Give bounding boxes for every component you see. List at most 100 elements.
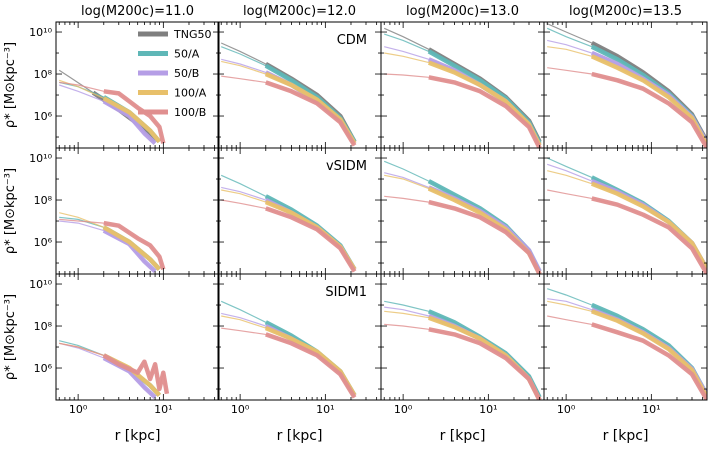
panels-layer [58, 23, 707, 400]
column-title-2: log(M200c)=13.0 [406, 4, 519, 19]
legend-label-tng50: TNG50 [173, 28, 211, 41]
profile-50-b-thick [427, 313, 542, 400]
profile-50-b-thick [264, 323, 357, 397]
y-tick-label-0-6: 10⁶ [34, 110, 53, 123]
profile-50-b-thin [384, 306, 541, 400]
y-tick-label-1-10: 10¹⁰ [29, 152, 52, 165]
column-title-0: log(M200c)=11.0 [81, 4, 194, 19]
row-label-sidm1: SIDM1 [325, 285, 367, 300]
profile-100-a-thick [102, 225, 162, 271]
profile-100-a-thin [547, 170, 707, 270]
profile-50-a-thin [547, 288, 707, 396]
x-axis-label-2: r [kpc] [440, 428, 486, 444]
profile-100-a-thick [590, 54, 707, 147]
panel-1-2-lines [383, 160, 542, 274]
profile-100-a-thick [264, 71, 357, 145]
profile-50-b-thin [384, 46, 541, 146]
y-tick-label-0-8: 10⁸ [34, 68, 53, 81]
profile-100-b-thick [102, 353, 170, 395]
y-tick-label-1-6: 10⁶ [34, 236, 53, 249]
y-axis-label-0: ρ* [M⊙kpc⁻³] [3, 42, 18, 128]
x-tick-label-1-0: 10⁰ [231, 403, 250, 416]
profile-50-b-thick [590, 307, 707, 397]
profile-50-b-thin [547, 39, 707, 144]
legend-label-50-b: 50/B [174, 67, 199, 80]
x-tick-label-2-0: 10⁰ [394, 403, 413, 416]
profile-50-a-thin [384, 33, 541, 144]
panel-0-3-lines [546, 23, 707, 148]
x-axis-label-3: r [kpc] [603, 428, 649, 444]
panel-2-1-lines [220, 300, 357, 399]
panel-2-3-lines [547, 288, 707, 400]
profile-100-a-thick [428, 315, 542, 400]
profile-50-b-thin [221, 312, 356, 396]
profile-50-b-thick [102, 228, 157, 274]
profile-100-a-thick [102, 96, 162, 144]
profile-50-a-thin [220, 300, 356, 396]
panel-1-0-lines [59, 212, 166, 274]
profile-50-b-thick [427, 185, 542, 273]
profile-50-b-thick [264, 197, 357, 271]
x-tick-label-3-0: 10⁰ [557, 403, 576, 416]
profile-50-b-thick [427, 57, 542, 147]
profile-100-b-thick [265, 80, 357, 147]
profile-50-b-thick [590, 50, 707, 145]
profile-50-b-thick [102, 99, 157, 145]
profile-50-b-thick [590, 179, 707, 271]
profile-100-a-thin [221, 60, 356, 144]
y-tick-label-2-10: 10¹⁰ [29, 278, 52, 291]
profile-50-b-thin [221, 58, 356, 144]
labels-layer: 10⁶ 10⁸ 10¹⁰ 10⁶ 10⁸ 10¹⁰ 10⁶ 10⁸ 10¹⁰ 10⁰ 10¹ r [k… [3, 4, 708, 444]
y-tick-label-2-6: 10⁶ [34, 362, 53, 375]
y-axis-label-1: ρ* [M⊙kpc⁻³] [3, 168, 18, 254]
legend-label-100-a: 100/A [174, 87, 207, 100]
profile-100-b-thick [591, 196, 707, 274]
y-tick-label-1-8: 10⁸ [34, 194, 53, 207]
profile-50-a-thin [220, 174, 356, 270]
panel-2-2-lines [384, 300, 542, 400]
x-tick-label-0-1: 10¹ [154, 403, 172, 416]
profile-100-b-thick [428, 327, 542, 400]
profile-100-b-thick [591, 71, 707, 148]
profile-100-b-thick [103, 220, 166, 270]
profile-50-b-thin [221, 186, 356, 270]
panel-0-2-lines [383, 27, 542, 148]
x-tick-label-1-1: 10¹ [316, 403, 334, 416]
panel-2-0-lines [59, 340, 170, 400]
x-axis-label-0: r [kpc] [115, 428, 161, 444]
profile-100-a-thin [547, 300, 707, 398]
profile-50-b-thin [547, 298, 707, 396]
x-tick-label-3-1: 10¹ [642, 403, 660, 416]
profile-100-a-thick [427, 60, 542, 147]
legend-label-100-b: 100/B [174, 106, 206, 119]
profile-100-a-thin [384, 174, 541, 274]
profile-100-a-thick [591, 309, 707, 399]
panel-1-1-lines [220, 174, 357, 273]
legend: TNG50 50/A 50/B 100/A 100/B [138, 28, 211, 119]
column-title-1: log(M200c)=12.0 [243, 4, 356, 19]
profile-100-b-thick [591, 322, 707, 400]
y-tick-label-0-10: 10¹⁰ [29, 26, 52, 39]
profile-100-a-thin [221, 189, 356, 270]
profile-50-b-thick [264, 70, 357, 145]
profile-50-a-thin [384, 300, 541, 398]
y-tick-label-2-8: 10⁸ [34, 320, 53, 333]
x-axis-label-1: r [kpc] [277, 428, 323, 444]
profile-50-a-thin [220, 46, 356, 143]
panel-0-1-lines [220, 42, 357, 147]
y-axis-label-2: ρ* [M⊙kpc⁻³] [3, 294, 18, 380]
profile-100-a-thick [590, 181, 707, 271]
profile-100-a-thick [427, 186, 542, 274]
profile-100-a-thin [221, 315, 356, 396]
panel-0-0-lines [58, 69, 166, 145]
profile-50-b-thin [547, 163, 707, 270]
row-label-cdm: CDM [337, 33, 367, 48]
profile-50-a-thin [546, 157, 707, 270]
x-tick-label-2-1: 10¹ [479, 403, 497, 416]
row-label-vsidm: vSIDM [326, 159, 367, 174]
legend-label-50-a: 50/A [174, 48, 200, 61]
x-tick-label-0-0: 10⁰ [69, 403, 88, 416]
profile-100-b-thick [265, 332, 357, 399]
profile-100-b-thick [428, 199, 542, 274]
